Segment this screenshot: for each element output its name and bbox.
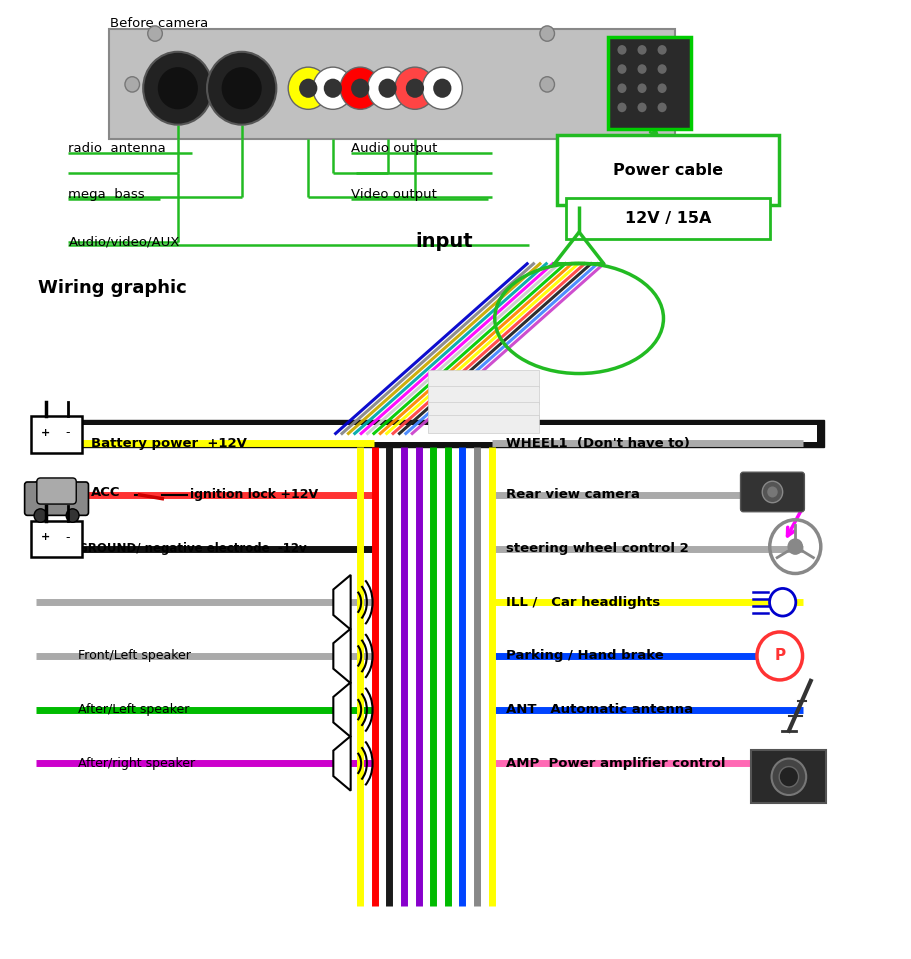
Circle shape	[378, 79, 396, 98]
Circle shape	[405, 79, 424, 98]
Circle shape	[67, 509, 79, 523]
Text: Power cable: Power cable	[612, 163, 722, 177]
Text: Before camera: Before camera	[110, 17, 209, 31]
Circle shape	[771, 759, 805, 795]
Circle shape	[143, 52, 212, 125]
Text: P: P	[773, 648, 784, 664]
FancyBboxPatch shape	[740, 472, 804, 512]
Circle shape	[756, 632, 802, 680]
Circle shape	[637, 83, 646, 93]
Circle shape	[539, 77, 554, 92]
Circle shape	[221, 67, 261, 109]
FancyBboxPatch shape	[35, 420, 823, 447]
Text: mega  bass: mega bass	[68, 188, 145, 201]
Polygon shape	[333, 737, 350, 790]
Circle shape	[433, 79, 451, 98]
Circle shape	[394, 67, 435, 109]
Text: ACC: ACC	[91, 486, 120, 500]
Circle shape	[769, 589, 795, 616]
Circle shape	[125, 77, 139, 92]
Text: input: input	[415, 232, 472, 251]
Text: Parking / Hand brake: Parking / Hand brake	[506, 649, 663, 663]
Text: Wiring graphic: Wiring graphic	[38, 279, 187, 296]
Circle shape	[617, 103, 626, 112]
Circle shape	[766, 486, 777, 498]
Text: Audio/video/AUX: Audio/video/AUX	[68, 235, 179, 248]
Circle shape	[617, 45, 626, 55]
Text: -: -	[66, 530, 70, 544]
Text: ignition lock +12V: ignition lock +12V	[189, 488, 317, 502]
Circle shape	[539, 26, 554, 41]
Circle shape	[34, 509, 46, 523]
Text: -: -	[66, 426, 70, 439]
Circle shape	[207, 52, 276, 125]
Text: ANT   Automatic antenna: ANT Automatic antenna	[506, 703, 692, 716]
Text: +: +	[41, 428, 50, 437]
Circle shape	[288, 67, 328, 109]
FancyBboxPatch shape	[566, 198, 769, 239]
Polygon shape	[333, 629, 350, 683]
Circle shape	[778, 766, 798, 787]
FancyBboxPatch shape	[751, 750, 825, 804]
Circle shape	[323, 79, 342, 98]
FancyBboxPatch shape	[36, 478, 77, 504]
FancyBboxPatch shape	[427, 402, 538, 419]
Circle shape	[422, 67, 462, 109]
Text: Audio output: Audio output	[351, 142, 437, 155]
FancyBboxPatch shape	[427, 386, 538, 404]
FancyBboxPatch shape	[557, 135, 778, 205]
Text: ILL /   Car headlights: ILL / Car headlights	[506, 596, 660, 609]
FancyBboxPatch shape	[427, 415, 538, 433]
FancyBboxPatch shape	[31, 521, 82, 557]
Circle shape	[657, 64, 666, 74]
Circle shape	[637, 103, 646, 112]
Text: steering wheel control 2: steering wheel control 2	[506, 542, 688, 555]
Circle shape	[351, 79, 369, 98]
FancyBboxPatch shape	[608, 37, 691, 129]
Circle shape	[312, 67, 353, 109]
FancyBboxPatch shape	[427, 370, 538, 387]
Text: Battery power  +12V: Battery power +12V	[91, 436, 247, 450]
Circle shape	[158, 67, 198, 109]
Text: After/right speaker: After/right speaker	[77, 757, 194, 770]
Circle shape	[637, 45, 646, 55]
Circle shape	[299, 79, 317, 98]
FancyBboxPatch shape	[31, 416, 82, 453]
Text: Video output: Video output	[351, 188, 436, 201]
FancyBboxPatch shape	[41, 425, 816, 442]
Text: Front/Left speaker: Front/Left speaker	[77, 649, 190, 663]
Text: 12V / 15A: 12V / 15A	[624, 211, 711, 225]
Polygon shape	[333, 683, 350, 737]
Text: +: +	[41, 532, 50, 542]
Circle shape	[617, 83, 626, 93]
Circle shape	[340, 67, 380, 109]
Circle shape	[148, 26, 162, 41]
Circle shape	[657, 45, 666, 55]
Circle shape	[657, 103, 666, 112]
Circle shape	[657, 83, 666, 93]
Text: After/Left speaker: After/Left speaker	[77, 703, 189, 716]
Circle shape	[367, 67, 407, 109]
Text: WHEEL1  (Don't have to): WHEEL1 (Don't have to)	[506, 436, 690, 450]
FancyBboxPatch shape	[109, 29, 674, 139]
Text: Rear view camera: Rear view camera	[506, 488, 640, 502]
Circle shape	[637, 64, 646, 74]
Circle shape	[762, 481, 782, 503]
Text: radio  antenna: radio antenna	[68, 142, 166, 155]
Circle shape	[787, 539, 802, 554]
FancyBboxPatch shape	[25, 482, 88, 515]
Text: AMP  Power amplifier control: AMP Power amplifier control	[506, 757, 725, 770]
Polygon shape	[333, 574, 350, 629]
Circle shape	[617, 64, 626, 74]
Text: GROUND/ negative electrode  -12v: GROUND/ negative electrode -12v	[77, 542, 306, 555]
